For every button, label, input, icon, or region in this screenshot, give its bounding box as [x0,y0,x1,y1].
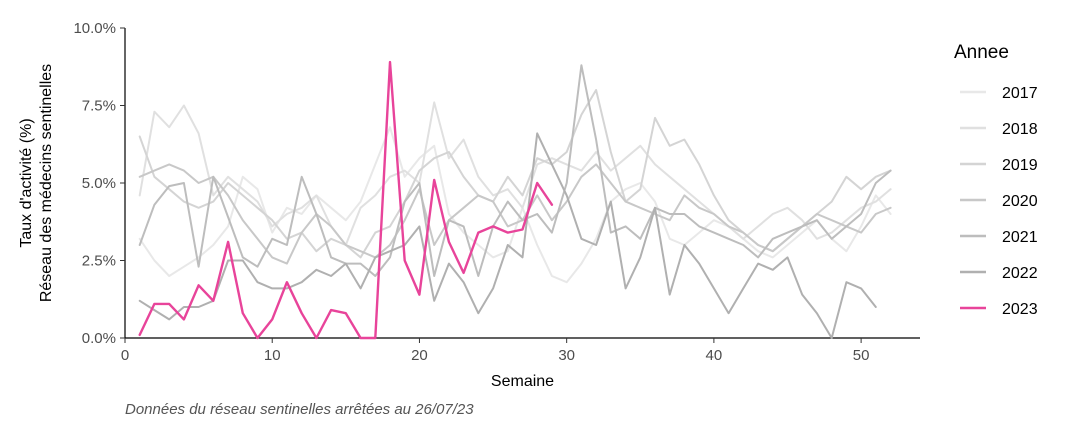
legend-label-2019: 2019 [1002,157,1038,174]
x-tick-label: 10 [264,347,281,364]
x-axis-title: Semaine [491,373,554,390]
series-line-2017 [138,126,892,284]
x-tick-label: 0 [121,347,129,364]
series-line-2022 [138,132,877,339]
legend-label-2023: 2023 [1002,301,1038,318]
legend-title: Annee [954,42,1009,63]
caption: Données du réseau sentinelles arrêtées a… [125,401,474,418]
y-tick-label: 10.0% [73,20,116,37]
x-tick-label: 40 [706,347,723,364]
series-layer [138,60,892,340]
legend: Annee 2017 2018 2019 2020 2021 2022 2023 [954,42,1038,318]
y-tick-label: 7.5% [82,98,116,115]
y-tick-label: 2.5% [82,253,116,270]
legend-label-2022: 2022 [1002,265,1038,282]
legend-label-2021: 2021 [1002,229,1038,246]
y-tick-label: 5.0% [82,175,116,192]
legend-label-2017: 2017 [1002,85,1038,102]
series-line-2020 [138,163,892,265]
axes: 0.0% 2.5% 5.0% 7.5% 10.0% 0 10 20 30 40 50 [73,20,920,364]
legend-label-2020: 2020 [1002,193,1038,210]
legend-label-2018: 2018 [1002,121,1038,138]
y-axis-title-line2: Réseau des médecins sentinelles [38,64,55,302]
x-tick-label: 30 [558,347,575,364]
x-tick-label: 20 [411,347,428,364]
series-line-2021 [138,64,892,277]
x-tick-label: 50 [853,347,870,364]
y-axis-title-line1: Taux d'activité (%) [18,118,35,247]
y-tick-label: 0.0% [82,330,116,347]
series-line-2023 [138,60,554,340]
